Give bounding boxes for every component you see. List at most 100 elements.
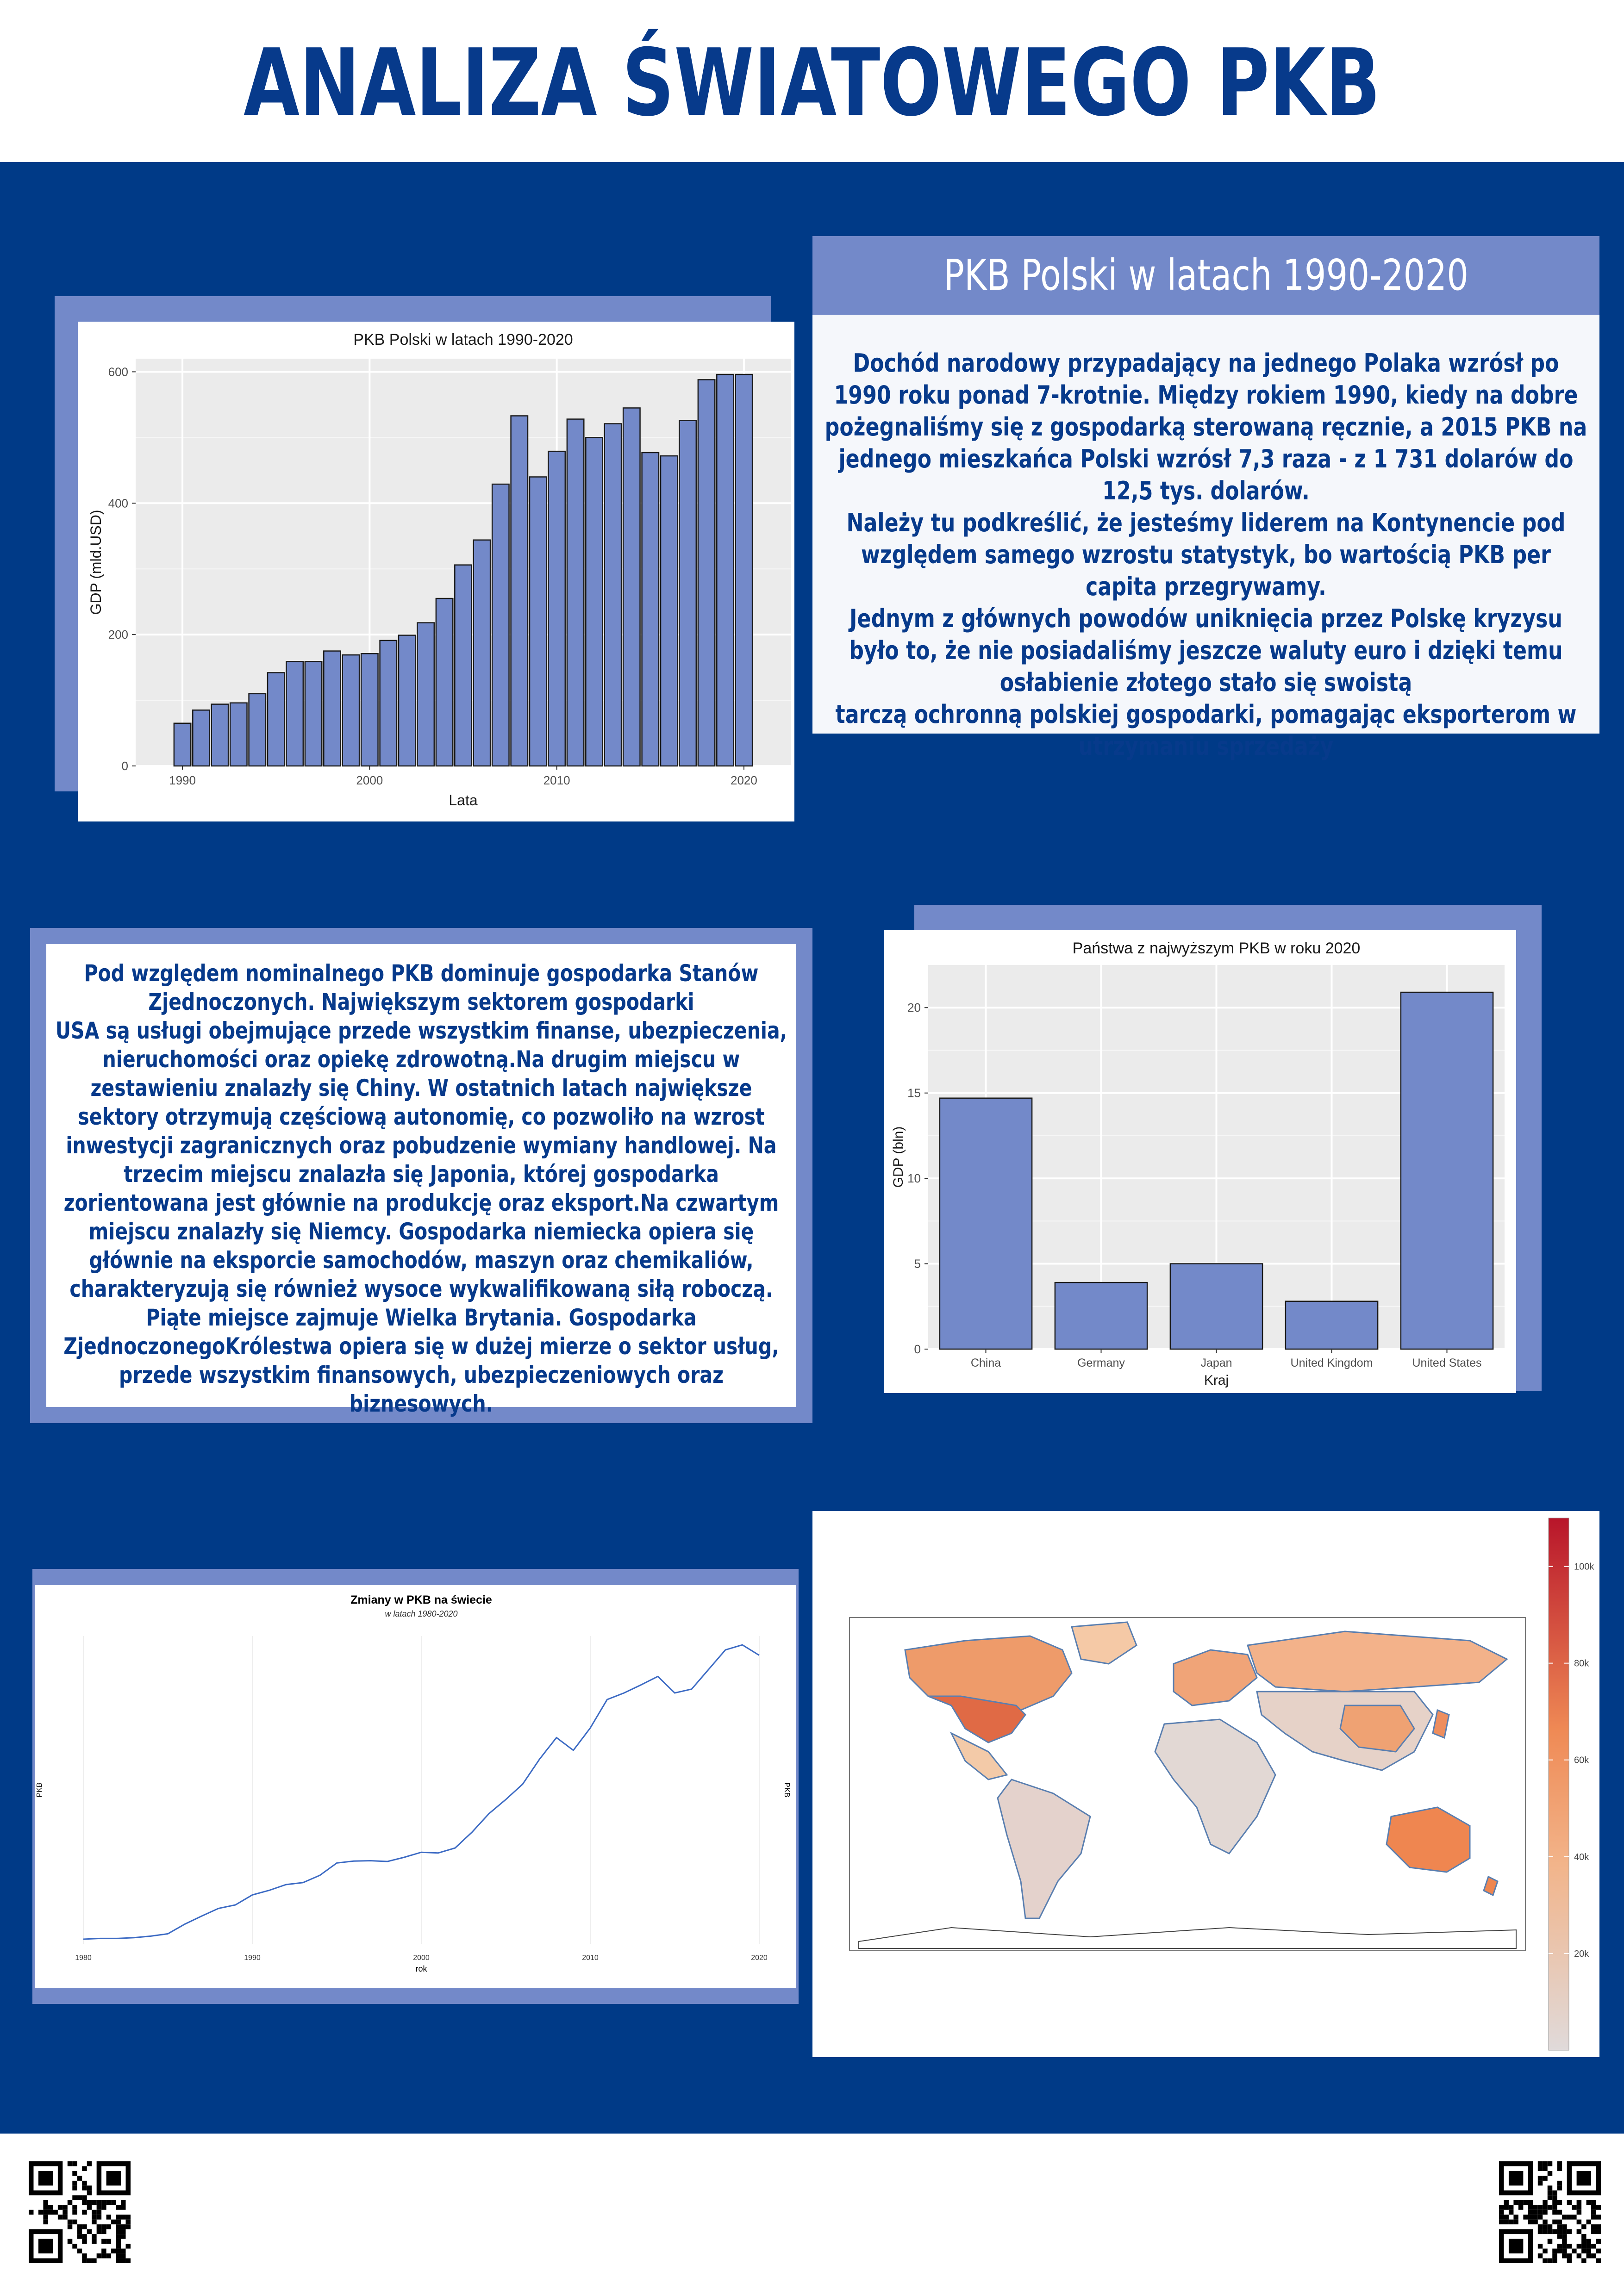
qr-module	[101, 2253, 106, 2259]
map-japan	[1432, 1709, 1450, 1739]
qr-module	[1567, 2253, 1572, 2259]
chart1-ylabel: GDP (mld.USD)	[87, 510, 104, 615]
qr-module	[121, 2200, 126, 2205]
chart1-xtick-label: 2010	[543, 773, 570, 787]
qr-module	[1547, 2258, 1553, 2263]
qr-module	[67, 2219, 73, 2225]
chart2-bar	[1169, 1263, 1263, 1350]
chart2-xtick-label: China	[971, 1356, 1001, 1369]
section1-text-box: Dochód narodowy przypadający na jednego …	[812, 315, 1599, 761]
section1-paragraph-2: Należy tu podkreślić, że jesteśmy lidere…	[846, 508, 1566, 601]
chart1-bar	[566, 418, 585, 767]
chart2-ytick-label: 10	[907, 1171, 921, 1185]
qr-module	[1576, 2219, 1582, 2225]
qr-module	[1557, 2166, 1562, 2171]
qr-module	[77, 2229, 82, 2234]
chart1-bar	[435, 597, 454, 767]
chart2-ytick-label: 0	[914, 1342, 921, 1356]
qr-module	[1596, 2215, 1601, 2220]
qr-module	[72, 2180, 77, 2186]
qr-module	[87, 2205, 92, 2210]
chart2-xtick-label: Japan	[1200, 1356, 1232, 1369]
map-europe	[1173, 1649, 1258, 1706]
qr-module	[116, 2253, 121, 2259]
chart1-bar	[735, 373, 753, 767]
qr-code-right[interactable]	[1499, 2161, 1601, 2263]
qr-module	[62, 2215, 68, 2220]
map-legend-tick-label: 60k	[1574, 1755, 1589, 1766]
qr-module	[1504, 2200, 1509, 2205]
qr-finder-core	[1508, 2171, 1524, 2186]
qr-module	[1528, 2209, 1533, 2215]
qr-module	[1567, 2244, 1572, 2249]
chart1-title: PKB Polski w latach 1990-2020	[353, 331, 573, 348]
qr-module	[1547, 2239, 1553, 2244]
qr-module	[121, 2224, 126, 2229]
chart2-xtick-label: Germany	[1077, 1356, 1125, 1369]
qr-module	[1586, 2244, 1592, 2249]
map-usa	[928, 1695, 1026, 1743]
qr-module	[92, 2234, 97, 2239]
chart1-bar	[510, 415, 529, 767]
qr-module	[1523, 2200, 1528, 2205]
chart3-xlabel: rok	[415, 1964, 427, 1973]
qr-module	[82, 2200, 87, 2205]
chart3-subtitle: w latach 1980-2020	[385, 1609, 457, 1618]
qr-module	[1562, 2215, 1567, 2220]
qr-module	[1499, 2219, 1504, 2225]
map-legend-tick-label: 40k	[1574, 1852, 1589, 1862]
qr-module	[1537, 2209, 1543, 2215]
qr-module	[1567, 2229, 1572, 2234]
qr-module	[1586, 2239, 1592, 2244]
chart3-card: 1980 1990 2000 2010 2020 Zmiany w PKB na świe…	[35, 1585, 796, 1988]
chart1-ytick-label: 600	[108, 365, 128, 379]
section1-paragraph-5: tarczą ochronną polskiej gospodarki, pom…	[835, 700, 1577, 761]
qr-module	[72, 2195, 77, 2200]
qr-module	[67, 2239, 73, 2244]
qr-module	[116, 2229, 121, 2234]
qr-module	[82, 2180, 87, 2186]
qr-module	[1581, 2239, 1587, 2244]
qr-module	[1552, 2205, 1557, 2210]
qr-code-left[interactable]	[29, 2161, 131, 2263]
qr-module	[1591, 2209, 1596, 2215]
qr-module	[53, 2209, 58, 2215]
qr-module	[116, 2205, 121, 2210]
chart3-xtick-label: 2010	[582, 1954, 599, 1962]
chart1-bar	[454, 564, 472, 767]
qr-module	[1537, 2166, 1543, 2171]
qr-module	[1591, 2224, 1596, 2229]
qr-module	[67, 2161, 73, 2166]
qr-module	[1567, 2215, 1572, 2220]
qr-module	[111, 2248, 116, 2254]
qr-module	[1528, 2200, 1533, 2205]
qr-module	[43, 2219, 48, 2225]
qr-module	[1499, 2209, 1504, 2215]
qr-module	[87, 2190, 92, 2196]
poster-title: ANALIZA ŚWIATOWEGO PKB	[244, 29, 1380, 137]
qr-module	[1591, 2200, 1596, 2205]
qr-module	[96, 2224, 102, 2229]
qr-module	[1562, 2248, 1567, 2254]
qr-module	[1557, 2209, 1562, 2215]
qr-module	[82, 2258, 87, 2263]
qr-module	[1557, 2229, 1562, 2234]
qr-module	[1537, 2224, 1543, 2229]
chart2-svg: 0 5 10 15 20 China Germany Japan United Kingdom U…	[891, 940, 1505, 1388]
chart3-title: Zmiany w PKB na świecie	[350, 1593, 492, 1606]
chart1-bar	[622, 407, 641, 767]
qr-module	[106, 2200, 112, 2205]
qr-module	[1537, 2244, 1543, 2249]
qr-module	[1513, 2219, 1518, 2225]
qr-module	[77, 2248, 82, 2254]
qr-module	[1596, 2205, 1601, 2210]
qr-module	[101, 2239, 106, 2244]
chart2-bar	[1400, 991, 1494, 1350]
section1-paragraph-3: Jednym z głównych powodów uniknięcia prz…	[849, 604, 1562, 633]
qr-module	[43, 2215, 48, 2220]
qr-module	[92, 2209, 97, 2215]
qr-module	[116, 2239, 121, 2244]
map-russia	[1247, 1630, 1508, 1692]
qr-module	[1543, 2229, 1548, 2234]
qr-module	[101, 2229, 106, 2234]
